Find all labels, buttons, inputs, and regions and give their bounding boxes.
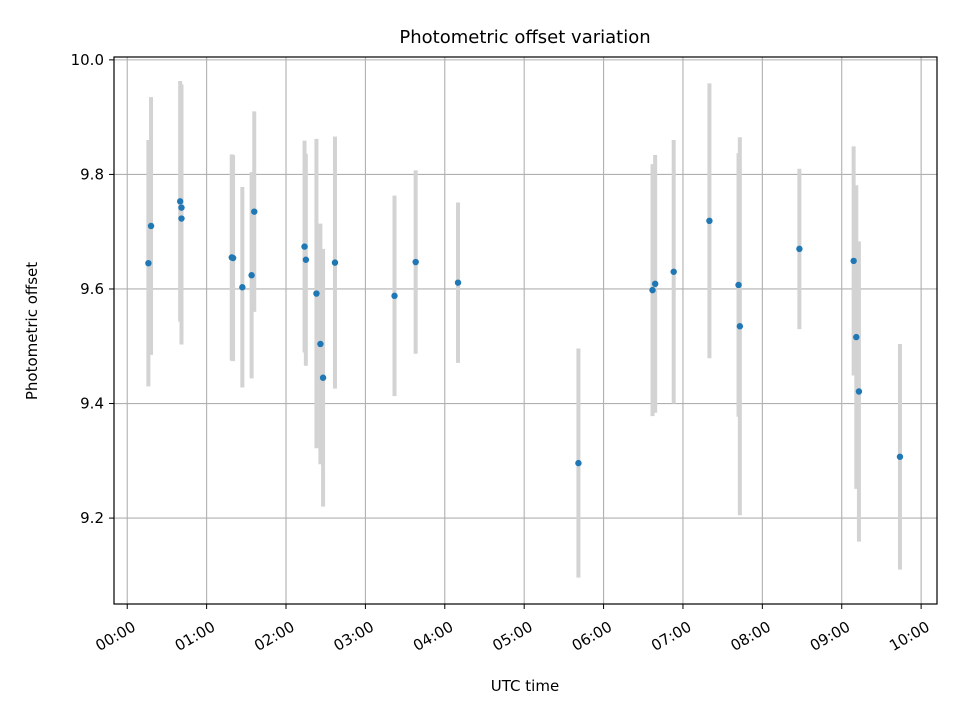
data-point: [850, 257, 857, 265]
data-point: [649, 286, 656, 294]
data-point: [313, 290, 320, 297]
data-points: [145, 198, 904, 467]
data-point: [855, 388, 863, 395]
data-point: [853, 333, 860, 341]
data-point: [736, 323, 744, 330]
data-point: [178, 215, 185, 222]
data-point: [706, 217, 713, 225]
data-point: [412, 258, 419, 266]
data-point: [176, 198, 184, 205]
data-point: [331, 259, 339, 266]
data-point: [796, 245, 803, 253]
data-point: [735, 281, 742, 289]
plot-frame: [113, 56, 938, 605]
data-point: [302, 256, 310, 263]
data-point: [670, 268, 677, 275]
y-axis-ticks: 9.2 9.4 9.6 9.8 10.0: [71, 51, 114, 527]
y-tick-label: 9.4: [80, 395, 104, 413]
data-point: [248, 272, 255, 279]
data-point: [319, 374, 327, 381]
data-point: [301, 243, 308, 250]
y-tick-label: 9.2: [80, 509, 104, 527]
y-tick-label: 9.8: [80, 165, 104, 183]
data-point: [239, 284, 246, 291]
y-axis-label: Photometric offset: [23, 262, 41, 400]
data-point: [896, 453, 904, 460]
data-point: [391, 292, 398, 300]
data-point: [147, 222, 155, 230]
data-point: [178, 204, 185, 211]
data-point: [317, 340, 324, 348]
y-tick-label: 10.0: [71, 51, 104, 69]
data-point: [229, 254, 237, 262]
data-point: [651, 280, 659, 288]
data-point: [145, 259, 152, 267]
data-point: [251, 208, 258, 215]
chart-title: Photometric offset variation: [399, 27, 650, 48]
x-axis-label: UTC time: [491, 677, 559, 695]
data-point: [575, 459, 582, 467]
y-tick-label: 9.6: [80, 280, 104, 298]
data-point: [454, 279, 462, 286]
